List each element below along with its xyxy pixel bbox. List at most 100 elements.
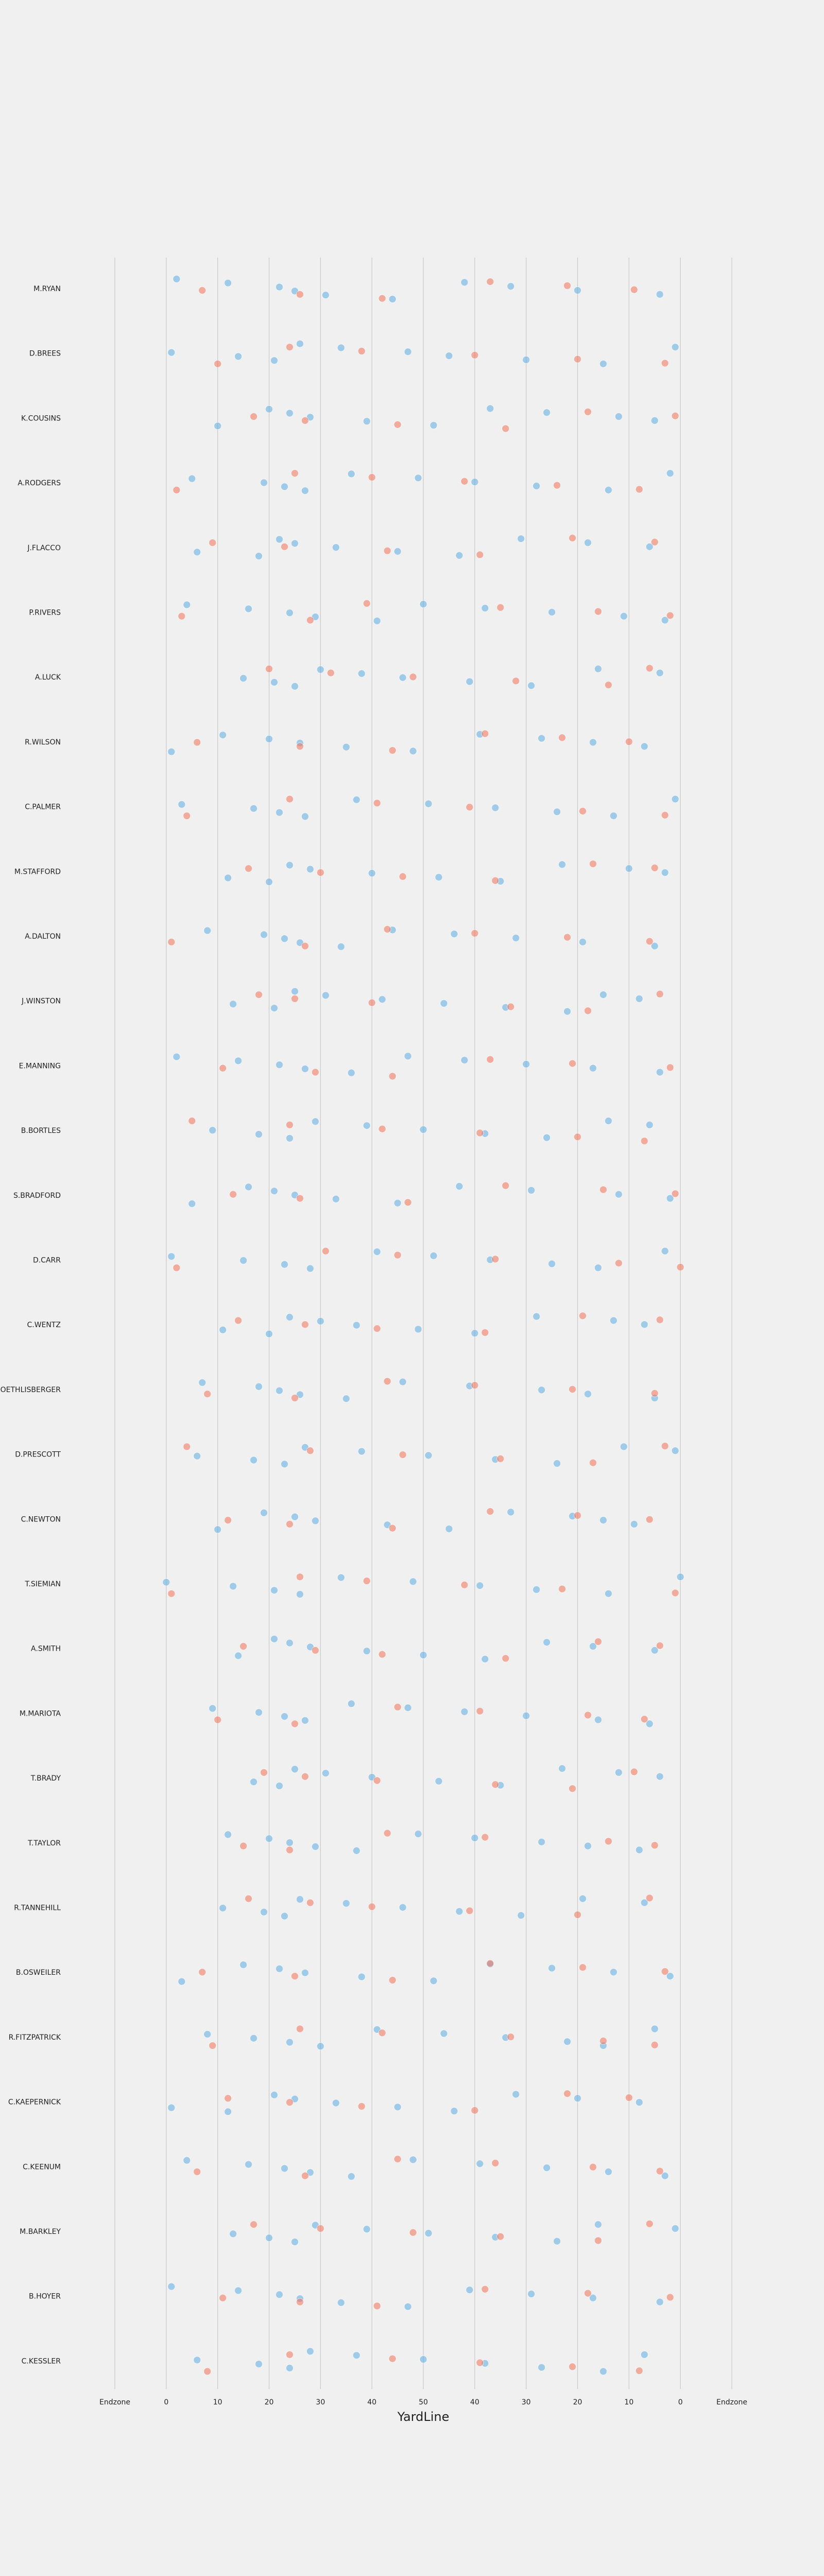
point bbox=[280, 1260, 288, 1268]
point bbox=[445, 352, 453, 360]
point bbox=[383, 1377, 391, 1385]
x-tick-label: Endzone bbox=[716, 2398, 747, 2406]
point bbox=[342, 1899, 350, 1907]
point bbox=[599, 991, 607, 999]
point bbox=[290, 1720, 299, 1728]
point bbox=[357, 669, 366, 677]
point bbox=[306, 2347, 314, 2355]
point bbox=[671, 795, 679, 803]
point bbox=[645, 1121, 654, 1129]
point bbox=[507, 282, 515, 291]
point bbox=[337, 943, 345, 951]
point bbox=[316, 666, 324, 674]
point bbox=[393, 1199, 402, 1207]
point bbox=[460, 1056, 469, 1064]
point bbox=[656, 1068, 664, 1076]
row-label: B.ROETHLISBERGER bbox=[0, 1386, 61, 1394]
point bbox=[558, 1765, 566, 1773]
point bbox=[507, 2033, 515, 2041]
row-label: R.TANNEHILL bbox=[14, 1904, 61, 1912]
point bbox=[625, 738, 633, 746]
point bbox=[167, 1252, 176, 1261]
point bbox=[296, 1194, 304, 1202]
point bbox=[378, 294, 386, 302]
point bbox=[265, 665, 273, 673]
point bbox=[419, 2355, 427, 2363]
point bbox=[424, 800, 433, 808]
point bbox=[476, 1707, 484, 1715]
point bbox=[311, 1842, 319, 1851]
point bbox=[178, 612, 186, 620]
row-label: S.BRADFORD bbox=[13, 1192, 61, 1200]
point bbox=[640, 1320, 648, 1329]
point bbox=[609, 812, 617, 820]
point bbox=[198, 1379, 207, 1387]
point bbox=[373, 799, 381, 807]
point bbox=[399, 1378, 407, 1386]
point bbox=[609, 1316, 617, 1325]
point bbox=[270, 678, 278, 686]
point bbox=[676, 1263, 684, 1271]
point bbox=[650, 538, 659, 546]
point bbox=[290, 1394, 299, 1402]
point bbox=[285, 609, 294, 617]
point bbox=[209, 2042, 217, 2049]
point bbox=[512, 2090, 520, 2098]
point bbox=[393, 2155, 402, 2163]
point bbox=[363, 2225, 371, 2233]
point bbox=[481, 1655, 489, 1663]
point bbox=[245, 605, 253, 613]
point bbox=[496, 2232, 505, 2241]
point bbox=[285, 2350, 294, 2359]
point bbox=[301, 942, 309, 950]
point bbox=[450, 2107, 458, 2115]
point bbox=[275, 1964, 283, 1973]
point bbox=[640, 2350, 648, 2359]
point bbox=[589, 738, 597, 747]
point bbox=[183, 812, 191, 820]
point bbox=[440, 999, 448, 1008]
point bbox=[666, 2293, 674, 2301]
point bbox=[332, 544, 340, 551]
point bbox=[347, 1069, 355, 1077]
point bbox=[255, 1130, 263, 1139]
point bbox=[316, 2042, 324, 2050]
x-tick-label: 30 bbox=[522, 2398, 531, 2406]
point bbox=[645, 1894, 654, 1902]
point bbox=[563, 282, 572, 290]
point bbox=[599, 2367, 607, 2376]
point bbox=[481, 1329, 489, 1336]
point bbox=[650, 1646, 659, 1654]
point bbox=[290, 1765, 299, 1773]
point bbox=[569, 1385, 577, 1394]
point bbox=[275, 283, 283, 291]
point bbox=[671, 1589, 679, 1597]
row-label: J.FLACCO bbox=[27, 544, 61, 552]
point bbox=[290, 469, 299, 478]
point bbox=[625, 2094, 633, 2102]
point bbox=[260, 1768, 268, 1776]
point bbox=[404, 1198, 412, 1207]
point bbox=[296, 1573, 304, 1581]
point bbox=[373, 617, 381, 625]
point bbox=[245, 1894, 253, 1903]
point bbox=[280, 543, 288, 551]
point bbox=[311, 1646, 319, 1654]
point bbox=[419, 1126, 427, 1133]
point bbox=[214, 422, 222, 430]
point bbox=[640, 742, 648, 751]
point bbox=[471, 1834, 479, 1842]
point bbox=[435, 1777, 443, 1785]
point bbox=[255, 2360, 263, 2368]
point bbox=[476, 551, 484, 559]
point bbox=[630, 1520, 638, 1528]
point bbox=[393, 547, 402, 555]
point bbox=[466, 2286, 474, 2294]
point bbox=[578, 1312, 587, 1320]
point bbox=[645, 937, 654, 945]
point bbox=[533, 482, 541, 490]
point bbox=[178, 800, 186, 808]
point bbox=[666, 1972, 674, 1980]
point bbox=[414, 1325, 422, 1333]
point bbox=[306, 1264, 314, 1273]
